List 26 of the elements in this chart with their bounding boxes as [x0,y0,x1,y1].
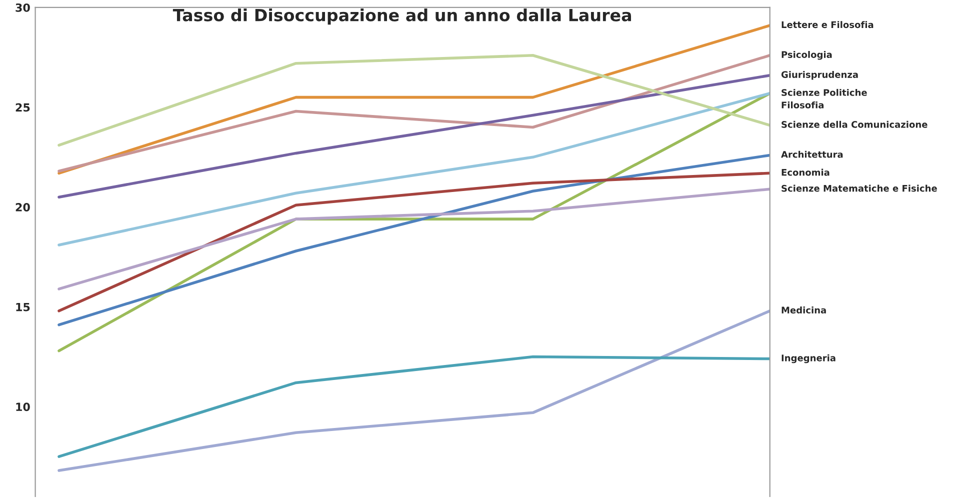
line-series [58,92,770,246]
series-label: Scienze Politiche [782,88,867,96]
series-label: Ingegneria [782,354,836,364]
series-label: Filosofia [782,101,824,108]
series-label: Psicologia [782,50,832,60]
chart-title: Tasso di Disoccupazione ad un anno dalla Laurea [172,8,632,25]
series-label: Architettura [781,150,843,158]
y-tick-label: 15 [16,303,30,312]
y-tick-label: 25 [16,103,30,112]
series-label: Scienze della Comunicazione [782,120,928,128]
line-series [58,154,770,326]
y-tick-label: 30 [16,3,30,12]
series-label: Scienze Matematiche e Fisiche [782,184,937,192]
line-series [58,188,770,290]
line-series [58,54,770,173]
series-label: Economia [782,168,830,176]
line-series [58,172,770,312]
line-series [58,309,770,472]
y-tick-label: 20 [16,203,30,212]
series-label: Lettere e Filosofia [782,21,874,28]
series-label: Medicina [782,306,826,314]
line-series [58,54,770,147]
line-series [58,355,770,458]
series-label: Giurisprudenza [781,70,858,80]
line-series [58,74,770,198]
y-tick-label: 10 [16,402,30,412]
